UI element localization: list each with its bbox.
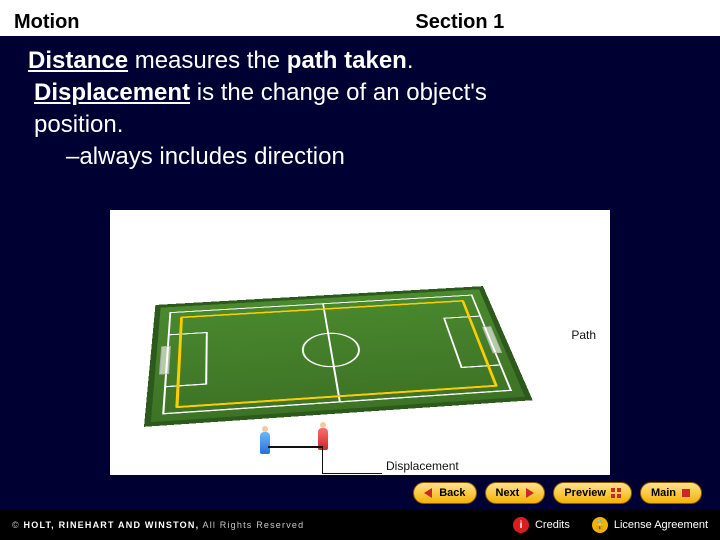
publisher-brand: HOLT, RINEHART AND WINSTON, bbox=[24, 520, 200, 530]
copyright-symbol: © bbox=[12, 520, 24, 530]
nav-label: Next bbox=[496, 487, 520, 499]
nav-label: Back bbox=[439, 487, 465, 499]
player-blue bbox=[260, 432, 270, 454]
triangle-left-icon bbox=[424, 488, 434, 498]
field-surface bbox=[144, 286, 533, 427]
info-icon: i bbox=[513, 517, 529, 533]
figure-label-displacement: Displacement bbox=[386, 459, 459, 473]
license-link[interactable]: 🔒 License Agreement bbox=[592, 517, 708, 533]
figure-container: Path Displacement bbox=[0, 210, 720, 475]
displacement-segment bbox=[268, 446, 322, 448]
figure-label-path: Path bbox=[571, 328, 596, 342]
goal-left bbox=[159, 345, 171, 374]
definition-displacement-line1: Displacement is the change of an object'… bbox=[28, 78, 692, 108]
term-path-taken: path taken bbox=[287, 47, 407, 74]
nav-bar: Back Next Preview Main bbox=[0, 482, 720, 504]
text-fragment: . bbox=[407, 47, 414, 74]
content-area: Distance measures the path taken. Displa… bbox=[28, 46, 692, 174]
header-bar: Motion Section 1 bbox=[0, 0, 720, 36]
footer-link-label: Credits bbox=[535, 519, 570, 531]
nav-label: Main bbox=[651, 487, 676, 499]
main-button[interactable]: Main bbox=[640, 482, 702, 504]
square-icon bbox=[681, 488, 691, 498]
soccer-field-figure: Path Displacement bbox=[110, 210, 610, 475]
credits-link[interactable]: i Credits bbox=[513, 517, 570, 533]
preview-button[interactable]: Preview bbox=[553, 482, 632, 504]
footer-link-label: License Agreement bbox=[614, 519, 708, 531]
back-button[interactable]: Back bbox=[413, 482, 476, 504]
nav-label: Preview bbox=[564, 487, 606, 499]
footer-bar: © HOLT, RINEHART AND WINSTON, All Rights… bbox=[0, 510, 720, 540]
field-perspective bbox=[144, 286, 533, 427]
triangle-right-icon bbox=[524, 488, 534, 498]
term-distance: Distance bbox=[28, 47, 128, 74]
header-title: Motion bbox=[14, 11, 415, 34]
displacement-leader-line bbox=[322, 446, 382, 474]
definition-displacement-sub: –always includes direction bbox=[28, 142, 692, 172]
rights-reserved: All Rights Reserved bbox=[199, 520, 304, 530]
slide: Motion Section 1 Distance measures the p… bbox=[0, 0, 720, 540]
definition-displacement-line2: position. bbox=[28, 110, 692, 140]
header-section: Section 1 bbox=[415, 11, 504, 34]
grid-icon bbox=[611, 488, 621, 498]
text-fragment: measures the bbox=[128, 47, 287, 74]
term-displacement: Displacement bbox=[34, 79, 190, 106]
text-fragment: is the change of an object's bbox=[190, 79, 487, 106]
footer-links: i Credits 🔒 License Agreement bbox=[513, 517, 708, 533]
next-button[interactable]: Next bbox=[485, 482, 546, 504]
copyright-text: © HOLT, RINEHART AND WINSTON, All Rights… bbox=[12, 520, 304, 530]
definition-distance: Distance measures the path taken. bbox=[28, 46, 692, 76]
lock-icon: 🔒 bbox=[592, 517, 608, 533]
